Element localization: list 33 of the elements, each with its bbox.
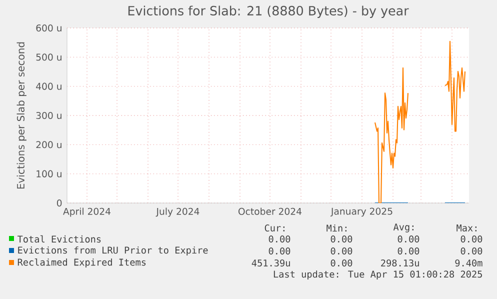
text: 0.00 bbox=[398, 235, 420, 243]
y-axis-title: Evictions per Slab per second bbox=[16, 42, 26, 189]
legend-label: Total Evictions bbox=[17, 235, 101, 243]
x-tick-label: January 2025 bbox=[330, 208, 392, 217]
x-tick-label: April 2024 bbox=[63, 208, 110, 217]
y-tick-label: 600 u bbox=[36, 24, 62, 32]
y-tick-label: 200 u bbox=[36, 141, 62, 148]
x-tick-label: October 2024 bbox=[238, 208, 302, 215]
text: 0.00 bbox=[330, 259, 352, 267]
text: 0.00 bbox=[398, 247, 420, 255]
y-tick-label: 300 u bbox=[36, 112, 62, 120]
text: 9.40m bbox=[455, 259, 482, 267]
y-tick-label: 100 u bbox=[36, 170, 62, 178]
text: Cur: bbox=[264, 224, 284, 232]
text: Avg: bbox=[393, 224, 414, 232]
x-tick-label: July 2024 bbox=[156, 208, 200, 217]
chart-title: Evictions for Slab: 21 (8880 Bytes) - by year bbox=[128, 6, 409, 18]
legend-label: Reclaimed Expired Items bbox=[18, 258, 146, 268]
text: Max: bbox=[456, 224, 476, 232]
text: 0.00 bbox=[268, 247, 290, 255]
y-tick-label: 500 u bbox=[36, 54, 62, 61]
text: 451.39u bbox=[252, 259, 290, 267]
y-tick-label: 0 bbox=[56, 199, 62, 207]
text: Last update: Tue Apr 15 01:00:28 2025 bbox=[274, 270, 482, 280]
text: 298.13u bbox=[381, 259, 419, 267]
text: 0.00 bbox=[330, 247, 352, 255]
text: 0.00 bbox=[460, 235, 482, 243]
text: 0.00 bbox=[330, 235, 352, 243]
text: Min: bbox=[326, 224, 346, 232]
y-tick-label: 400 u bbox=[36, 82, 62, 90]
text: 0.00 bbox=[460, 247, 482, 255]
text: 0.00 bbox=[268, 235, 290, 243]
legend-label: Evictions from LRU Prior to Expire bbox=[18, 246, 208, 256]
